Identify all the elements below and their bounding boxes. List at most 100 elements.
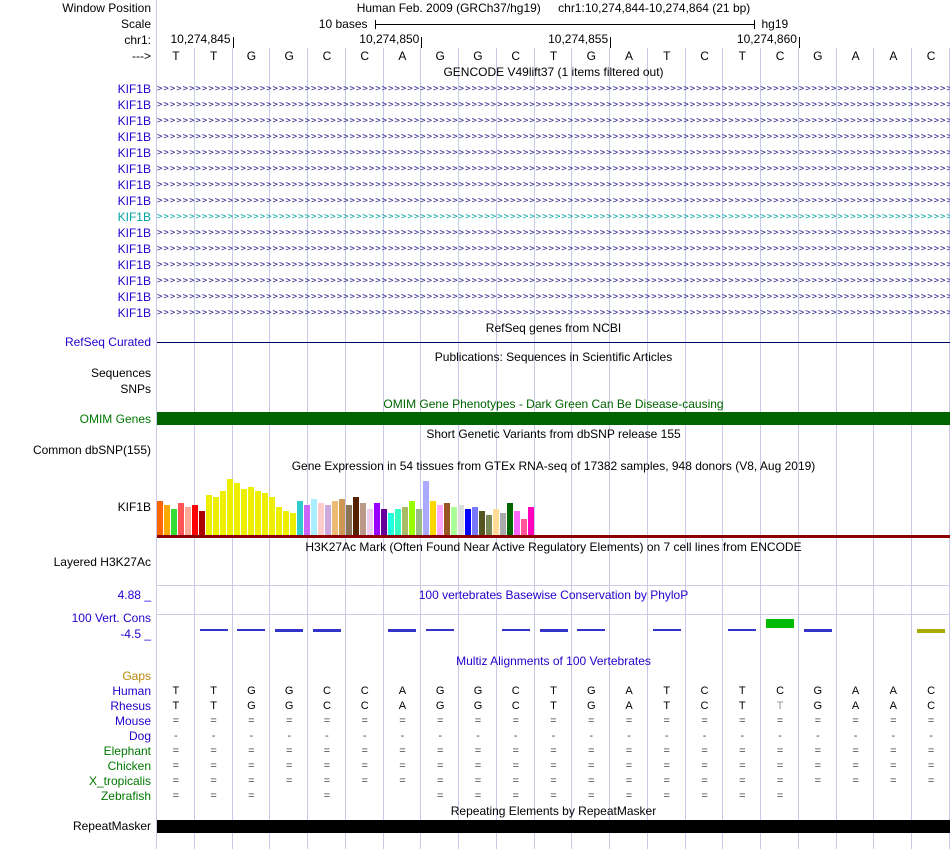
gene-row-content[interactable]: >>>>>>>>>>>>>>>>>>>>>>>>>>>>>>>>>>>>>>>>… <box>157 145 950 161</box>
gtex-tissue-bar[interactable] <box>220 491 226 535</box>
gtex-tissue-bar[interactable] <box>283 511 289 535</box>
gene-row-content[interactable]: >>>>>>>>>>>>>>>>>>>>>>>>>>>>>>>>>>>>>>>>… <box>157 289 950 305</box>
gtex-tissue-bar[interactable] <box>416 509 422 535</box>
gtex-tissue-bar[interactable] <box>430 501 436 535</box>
gene-row-content[interactable]: >>>>>>>>>>>>>>>>>>>>>>>>>>>>>>>>>>>>>>>>… <box>157 305 950 321</box>
track-label-dog[interactable]: Dog <box>128 729 151 743</box>
phylop-track[interactable] <box>157 603 950 653</box>
track-label-snps[interactable]: SNPs <box>120 382 151 396</box>
gtex-tissue-bar[interactable] <box>395 509 401 535</box>
track-label-elephant[interactable]: Elephant <box>103 744 151 758</box>
gtex-tissue-bar[interactable] <box>458 505 464 535</box>
gtex-tissue-bar[interactable] <box>290 513 296 535</box>
omim-title[interactable]: OMIM Gene Phenotypes - Dark Green Can Be… <box>383 397 724 411</box>
gene-row-content[interactable]: >>>>>>>>>>>>>>>>>>>>>>>>>>>>>>>>>>>>>>>>… <box>157 273 950 289</box>
track-label-kif1b[interactable]: KIF1B <box>117 226 151 240</box>
track-label-gtex-kif1b[interactable]: KIF1B <box>117 500 151 514</box>
gtex-tissue-bar[interactable] <box>192 505 198 535</box>
gene-row-content[interactable]: >>>>>>>>>>>>>>>>>>>>>>>>>>>>>>>>>>>>>>>>… <box>157 113 950 129</box>
track-label-x_tropicalis[interactable]: X_tropicalis <box>88 774 151 788</box>
gene-row-content[interactable]: >>>>>>>>>>>>>>>>>>>>>>>>>>>>>>>>>>>>>>>>… <box>157 209 950 225</box>
gtex-tissue-bar[interactable] <box>297 501 303 535</box>
gtex-tissue-bar[interactable] <box>318 503 324 535</box>
gtex-tissue-bar[interactable] <box>521 519 527 535</box>
gene-row-content[interactable]: >>>>>>>>>>>>>>>>>>>>>>>>>>>>>>>>>>>>>>>>… <box>157 225 950 241</box>
track-label-kif1b[interactable]: KIF1B <box>117 114 151 128</box>
track-label-kif1b[interactable]: KIF1B <box>117 146 151 160</box>
gtex-tissue-bar[interactable] <box>374 503 380 535</box>
gencode-title[interactable]: GENCODE V49lift37 (1 items filtered out) <box>443 65 664 79</box>
gene-row-content[interactable]: >>>>>>>>>>>>>>>>>>>>>>>>>>>>>>>>>>>>>>>>… <box>157 193 950 209</box>
gtex-tissue-bar[interactable] <box>227 479 233 535</box>
dbsnp-title[interactable]: Short Genetic Variants from dbSNP releas… <box>426 427 681 441</box>
track-label-kif1b[interactable]: KIF1B <box>117 98 151 112</box>
gtex-tissue-bar[interactable] <box>346 505 352 535</box>
gtex-tissue-bar[interactable] <box>402 507 408 535</box>
repeatmasker-title[interactable]: Repeating Elements by RepeatMasker <box>450 804 657 818</box>
gtex-tissue-bar[interactable] <box>465 509 471 535</box>
gtex-tissue-bar[interactable] <box>500 513 506 535</box>
gtex-tissue-bar[interactable] <box>332 501 338 535</box>
gtex-tissue-bar[interactable] <box>493 509 499 535</box>
track-label-human[interactable]: Human <box>112 684 151 698</box>
gtex-tissue-bar[interactable] <box>213 497 219 535</box>
track-label-phylop[interactable]: 100 Vert. Cons <box>71 611 151 625</box>
track-label-kif1b[interactable]: KIF1B <box>117 178 151 192</box>
gtex-bar-chart[interactable] <box>157 474 950 540</box>
track-label-chicken[interactable]: Chicken <box>107 759 151 773</box>
gtex-tissue-bar[interactable] <box>325 505 331 535</box>
gene-row-content[interactable]: >>>>>>>>>>>>>>>>>>>>>>>>>>>>>>>>>>>>>>>>… <box>157 97 950 113</box>
gtex-tissue-bar[interactable] <box>269 497 275 535</box>
coordinate-ruler[interactable]: 10,274,845 10,274,850 10,274,855 10,274,860 <box>157 32 950 48</box>
track-label-zebrafish[interactable]: Zebrafish <box>100 789 151 803</box>
track-label-omim-genes[interactable]: OMIM Genes <box>79 412 151 426</box>
gtex-tissue-bar[interactable] <box>451 507 457 535</box>
track-label-h3k27ac[interactable]: Layered H3K27Ac <box>53 555 151 569</box>
track-label-kif1b[interactable]: KIF1B <box>117 258 151 272</box>
track-label-kif1b[interactable]: KIF1B <box>117 242 151 256</box>
gtex-tissue-bar[interactable] <box>276 507 282 535</box>
gtex-tissue-bar[interactable] <box>507 503 513 535</box>
track-label-common-dbsnp[interactable]: Common dbSNP(155) <box>32 443 151 457</box>
h3k27ac-title[interactable]: H3K27Ac Mark (Often Found Near Active Re… <box>305 540 802 554</box>
gtex-tissue-bar[interactable] <box>409 501 415 535</box>
gtex-tissue-bar[interactable] <box>528 507 534 535</box>
track-label-kif1b[interactable]: KIF1B <box>117 130 151 144</box>
gtex-tissue-bar[interactable] <box>360 503 366 535</box>
refseq-title[interactable]: RefSeq genes from NCBI <box>485 321 622 335</box>
track-label-gaps[interactable]: Gaps <box>122 669 151 683</box>
gtex-tissue-bar[interactable] <box>514 511 520 535</box>
track-label-mouse[interactable]: Mouse <box>114 714 151 728</box>
gene-row-content[interactable]: >>>>>>>>>>>>>>>>>>>>>>>>>>>>>>>>>>>>>>>>… <box>157 177 950 193</box>
track-label-kif1b[interactable]: KIF1B <box>117 210 151 224</box>
gtex-tissue-bar[interactable] <box>479 511 485 535</box>
track-label-kif1b[interactable]: KIF1B <box>117 162 151 176</box>
track-label-kif1b[interactable]: KIF1B <box>117 306 151 320</box>
gtex-tissue-bar[interactable] <box>241 489 247 535</box>
gtex-tissue-bar[interactable] <box>262 493 268 535</box>
publications-title[interactable]: Publications: Sequences in Scientific Ar… <box>434 350 673 364</box>
refseq-curated-content[interactable] <box>157 336 950 349</box>
track-label-kif1b[interactable]: KIF1B <box>117 290 151 304</box>
gtex-tissue-bar[interactable] <box>367 509 373 535</box>
gtex-tissue-bar[interactable] <box>157 501 163 535</box>
gtex-title[interactable]: Gene Expression in 54 tissues from GTEx … <box>291 459 816 473</box>
gtex-tissue-bar[interactable] <box>423 481 429 535</box>
gtex-tissue-bar[interactable] <box>304 505 310 535</box>
track-label-kif1b[interactable]: KIF1B <box>117 194 151 208</box>
gtex-tissue-bar[interactable] <box>388 513 394 535</box>
gtex-tissue-bar[interactable] <box>234 483 240 535</box>
gene-row-content[interactable]: >>>>>>>>>>>>>>>>>>>>>>>>>>>>>>>>>>>>>>>>… <box>157 257 950 273</box>
gtex-tissue-bar[interactable] <box>311 499 317 535</box>
track-label-rhesus[interactable]: Rhesus <box>110 699 151 713</box>
phylop-title[interactable]: 100 vertebrates Basewise Conservation by… <box>418 588 689 602</box>
gtex-tissue-bar[interactable] <box>248 487 254 535</box>
gtex-tissue-bar[interactable] <box>437 505 443 535</box>
gtex-tissue-bar[interactable] <box>444 503 450 535</box>
gtex-tissue-bar[interactable] <box>339 499 345 535</box>
gtex-tissue-bar[interactable] <box>164 505 170 535</box>
gtex-tissue-bar[interactable] <box>472 507 478 535</box>
gtex-tissue-bar[interactable] <box>171 509 177 535</box>
track-label-repeatmasker[interactable]: RepeatMasker <box>72 819 151 833</box>
track-label-refseq-curated[interactable]: RefSeq Curated <box>64 335 151 349</box>
